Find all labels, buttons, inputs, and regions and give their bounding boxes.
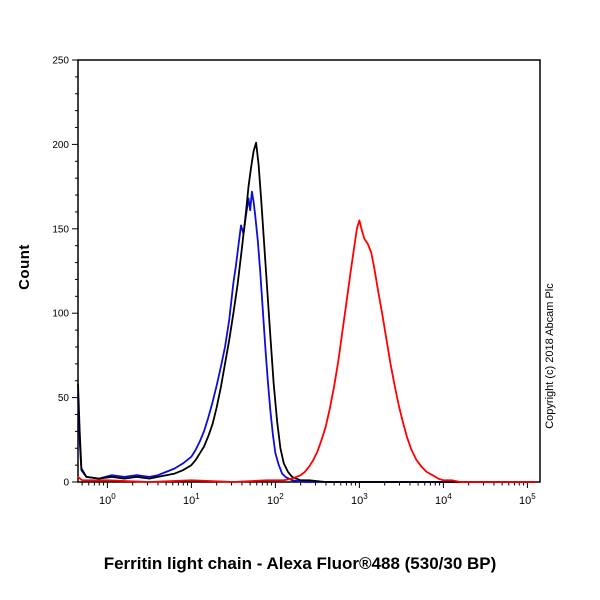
figure-caption: Ferritin light chain - Alexa Fluor®488 (… — [103, 554, 497, 573]
x-tick-label: 100 — [99, 492, 116, 507]
flow-cytometry-chart: 0 50 100 150 200 250 100 101 102 103 104 105 — [52, 56, 541, 507]
copyright-text: Copyright (c) 2018 Abcam Plc — [544, 283, 556, 429]
x-tick-label: 101 — [183, 492, 200, 507]
y-tick-label: 50 — [58, 393, 70, 404]
y-tick-label: 100 — [52, 309, 69, 320]
series-blue-curve — [77, 190, 537, 483]
x-tick-label: 105 — [519, 492, 536, 507]
x-tick-label: 102 — [267, 492, 284, 507]
x-tick-label: 103 — [351, 492, 368, 507]
plot-border — [77, 59, 541, 483]
y-tick-label: 0 — [63, 478, 69, 489]
series-red-curve — [77, 219, 537, 483]
y-tick-label: 200 — [52, 140, 69, 151]
series-black-curve — [77, 141, 537, 483]
y-tick-label: 250 — [52, 56, 69, 67]
x-tick-label: 104 — [435, 492, 452, 507]
y-tick-label: 150 — [52, 224, 69, 235]
